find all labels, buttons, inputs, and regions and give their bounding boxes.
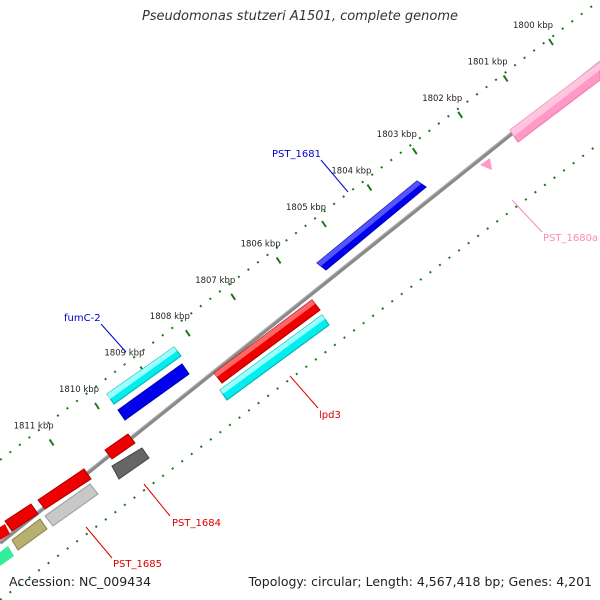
major-tick <box>184 329 191 337</box>
gene-pst1680a-arrow <box>480 158 492 170</box>
major-tick <box>366 184 373 192</box>
major-tick <box>48 438 55 446</box>
tick-label: 1806 kbp <box>241 239 281 249</box>
gene-pst1685-feature[interactable] <box>37 468 92 510</box>
major-tick <box>502 74 509 82</box>
genome-backbone <box>0 60 600 545</box>
gene-label-pst1680a[interactable]: PST_1680a <box>543 233 598 244</box>
tick-label: 1808 kbp <box>150 312 190 322</box>
gene-pst1684-feature[interactable] <box>111 447 150 480</box>
genome-summary: Topology: circular; Length: 4,567,418 bp… <box>248 574 592 589</box>
gene-label-pst1684[interactable]: PST_1684 <box>172 518 221 529</box>
gene-gray-light[interactable] <box>44 483 99 527</box>
major-tick <box>275 256 282 264</box>
tick-label: 1803 kbp <box>377 130 417 140</box>
gene-fumc2-top <box>107 347 177 399</box>
gene-labels: PST_1681 PST_1680a fumC-2 lpd3 PST_1684 … <box>64 149 598 570</box>
gene-green[interactable] <box>0 546 14 566</box>
forward-strand-genes <box>0 61 600 540</box>
tick-label: 1805 kbp <box>286 203 326 213</box>
tick-label: 1811 kbp <box>14 421 54 431</box>
major-tick <box>411 147 418 155</box>
major-tick <box>230 293 237 301</box>
gene-cyan-reverse-top <box>220 315 325 394</box>
accession-label: Accession: NC_009434 <box>9 574 152 589</box>
map-title: Pseudomonas stutzeri A1501, complete gen… <box>141 9 459 24</box>
gene-olive[interactable] <box>11 518 48 551</box>
gene-red-small-1[interactable] <box>104 433 136 460</box>
gene-lpd3-top <box>214 300 315 377</box>
gene-pst1681-feature[interactable] <box>316 180 427 271</box>
reverse-strand-genes <box>0 314 330 566</box>
gene-red-edge[interactable] <box>0 524 10 540</box>
gene-pst1680a-top <box>510 62 600 136</box>
major-tick <box>94 402 100 410</box>
tick-label: 1809 kbp <box>104 349 144 359</box>
tick-label: 1802 kbp <box>422 94 462 104</box>
major-tick <box>457 111 464 119</box>
gene-label-pst1685[interactable]: PST_1685 <box>113 559 162 570</box>
gene-label-fumc2[interactable]: fumC-2 <box>64 313 101 324</box>
tick-label: 1801 kbp <box>468 57 508 67</box>
gene-pst1681-top <box>317 181 421 266</box>
tick-label: 1810 kbp <box>59 385 99 395</box>
tick-label: 1800 kbp <box>513 21 553 31</box>
gene-red-small-2[interactable] <box>4 503 39 532</box>
major-tick <box>548 38 554 46</box>
tick-label: 1804 kbp <box>331 167 371 177</box>
major-tick <box>321 220 327 228</box>
label-leader-lines <box>85 159 543 559</box>
tick-label: 1807 kbp <box>195 276 235 286</box>
gene-blue-reverse[interactable] <box>117 363 190 421</box>
tick-labels: 1800 kbp 1801 kbp 1802 kbp 1803 kbp 1804 kbp… <box>14 21 553 431</box>
gene-label-lpd3[interactable]: lpd3 <box>319 410 341 421</box>
gene-label-pst1681[interactable]: PST_1681 <box>272 149 321 160</box>
